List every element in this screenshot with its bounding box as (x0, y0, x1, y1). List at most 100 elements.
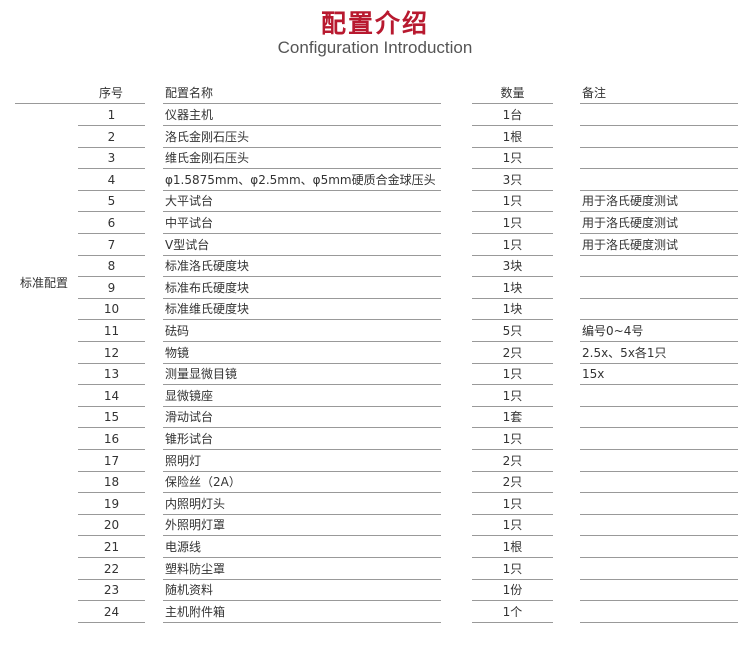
row-name: 内照明灯头 (163, 494, 441, 515)
row-qty: 2只 (472, 343, 553, 364)
row-qty: 5只 (472, 321, 553, 342)
row-no: 17 (78, 451, 145, 472)
row-name: 标准布氏硬度块 (163, 278, 441, 299)
row-qty: 1份 (472, 580, 553, 602)
row-qty: 2只 (472, 451, 553, 472)
header-remark: 备注 (580, 83, 738, 104)
row-no: 22 (78, 559, 145, 580)
row-remark (580, 451, 738, 472)
row-remark (580, 278, 738, 299)
row-name: 塑料防尘罩 (163, 559, 441, 580)
row-remark (580, 429, 738, 450)
row-no: 13 (78, 364, 145, 386)
row-no: 11 (78, 321, 145, 342)
row-no: 9 (78, 278, 145, 299)
row-qty: 1套 (472, 407, 553, 429)
row-name: 标准维氏硬度块 (163, 299, 441, 321)
row-name: 大平试台 (163, 191, 441, 213)
row-no: 2 (78, 127, 145, 148)
row-qty: 1只 (472, 235, 553, 256)
row-name: 主机附件箱 (163, 602, 441, 623)
page-title: 配置介绍 (320, 9, 429, 38)
row-qty: 1根 (472, 537, 553, 558)
row-no: 19 (78, 494, 145, 515)
row-remark (580, 127, 738, 148)
row-no: 15 (78, 407, 145, 429)
row-qty: 1只 (472, 515, 553, 537)
row-no: 24 (78, 602, 145, 623)
row-no: 18 (78, 472, 145, 494)
row-remark (580, 559, 738, 580)
row-qty: 1个 (472, 602, 553, 623)
row-no: 3 (78, 148, 145, 170)
row-name: 滑动试台 (163, 407, 441, 429)
row-name: 外照明灯罩 (163, 515, 441, 537)
row-qty: 1只 (472, 191, 553, 213)
row-remark: 2.5x、5x各1只 (580, 343, 738, 364)
row-name: 洛氏金刚石压头 (163, 127, 441, 148)
row-remark: 用于洛氏硬度测试 (580, 213, 738, 234)
row-remark: 用于洛氏硬度测试 (580, 191, 738, 213)
row-remark (580, 105, 738, 126)
row-qty: 1只 (472, 429, 553, 450)
row-name: 电源线 (163, 537, 441, 558)
row-name: 保险丝（2A） (163, 472, 441, 494)
row-remark (580, 148, 738, 170)
row-name: 标准洛氏硬度块 (163, 256, 441, 278)
row-qty: 1只 (472, 148, 553, 170)
row-name: V型试台 (163, 235, 441, 256)
row-qty: 1块 (472, 278, 553, 299)
page-subtitle: Configuration Introduction (277, 38, 473, 57)
row-qty: 1只 (472, 364, 553, 386)
row-remark (580, 407, 738, 429)
row-name: 物镜 (163, 343, 441, 364)
row-qty: 1只 (472, 559, 553, 580)
row-remark (580, 472, 738, 494)
row-name: 显微镜座 (163, 386, 441, 407)
row-remark (580, 515, 738, 537)
group-label: 标准配置 (20, 276, 69, 290)
row-no: 20 (78, 515, 145, 537)
row-remark: 编号0~4号 (580, 321, 738, 342)
row-no: 10 (78, 299, 145, 321)
row-no: 1 (78, 105, 145, 126)
row-no: 16 (78, 429, 145, 450)
row-qty: 2只 (472, 472, 553, 494)
row-remark (580, 602, 738, 623)
row-name: 仪器主机 (163, 105, 441, 126)
row-no: 23 (78, 580, 145, 602)
row-qty: 1台 (472, 105, 553, 126)
row-name: 测量显微目镜 (163, 364, 441, 386)
row-no: 4 (78, 170, 145, 191)
row-remark (580, 256, 738, 278)
row-qty: 1根 (472, 127, 553, 148)
row-name: 中平试台 (163, 213, 441, 234)
row-qty: 1只 (472, 494, 553, 515)
row-no: 6 (78, 213, 145, 234)
row-no: 8 (78, 256, 145, 278)
row-name: 砝码 (163, 321, 441, 342)
row-remark (580, 386, 738, 407)
row-no: 7 (78, 235, 145, 256)
row-name: φ1.5875mm、φ2.5mm、φ5mm硬质合金球压头 (163, 170, 441, 191)
row-remark (580, 580, 738, 602)
row-no: 14 (78, 386, 145, 407)
row-qty: 1块 (472, 299, 553, 321)
row-name: 随机资料 (163, 580, 441, 602)
header-no: 序号 (15, 83, 145, 104)
row-remark (580, 170, 738, 191)
row-remark (580, 494, 738, 515)
row-remark (580, 299, 738, 321)
row-remark (580, 537, 738, 558)
row-qty: 3块 (472, 256, 553, 278)
row-no: 21 (78, 537, 145, 558)
row-remark: 15x (580, 364, 738, 386)
row-name: 锥形试台 (163, 429, 441, 450)
row-remark: 用于洛氏硬度测试 (580, 235, 738, 256)
row-qty: 1只 (472, 213, 553, 234)
row-qty: 3只 (472, 170, 553, 191)
row-no: 5 (78, 191, 145, 213)
row-no: 12 (78, 343, 145, 364)
row-name: 照明灯 (163, 451, 441, 472)
header-qty: 数量 (472, 83, 553, 104)
